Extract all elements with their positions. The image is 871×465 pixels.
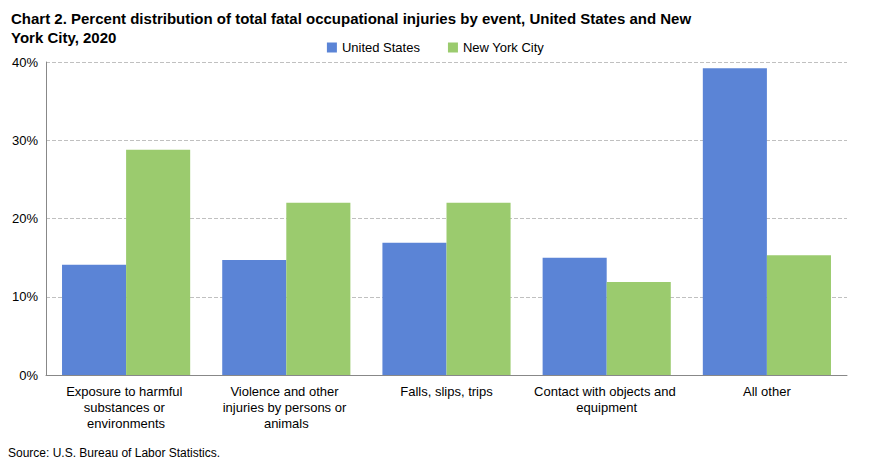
svg-text:equipment: equipment — [576, 400, 637, 415]
svg-text:0%: 0% — [19, 368, 38, 383]
svg-text:environments: environments — [87, 416, 166, 431]
svg-text:30%: 30% — [12, 133, 38, 148]
svg-text:substances or: substances or — [84, 400, 169, 415]
svg-text:Chart 2. Percent distribution: Chart 2. Percent distribution of total f… — [11, 10, 695, 27]
svg-text:Source: U.S. Bureau of Labor S: Source: U.S. Bureau of Labor Statistics. — [8, 446, 220, 460]
svg-text:United States: United States — [342, 40, 421, 55]
svg-text:Falls, slips, trips: Falls, slips, trips — [400, 384, 493, 399]
svg-text:Exposure to harmful: Exposure to harmful — [66, 384, 186, 399]
svg-text:York City, 2020: York City, 2020 — [11, 29, 116, 46]
svg-text:Violence and other: Violence and other — [230, 384, 342, 399]
svg-text:10%: 10% — [12, 289, 38, 304]
svg-text:animals: animals — [264, 416, 309, 431]
svg-text:New York City: New York City — [463, 40, 544, 55]
svg-text:Contact with objects and: Contact with objects and — [534, 384, 679, 399]
svg-text:All other: All other — [743, 384, 791, 399]
svg-text:20%: 20% — [12, 211, 38, 226]
svg-text:40%: 40% — [12, 55, 38, 70]
svg-text:injuries by persons or: injuries by persons or — [223, 400, 350, 415]
